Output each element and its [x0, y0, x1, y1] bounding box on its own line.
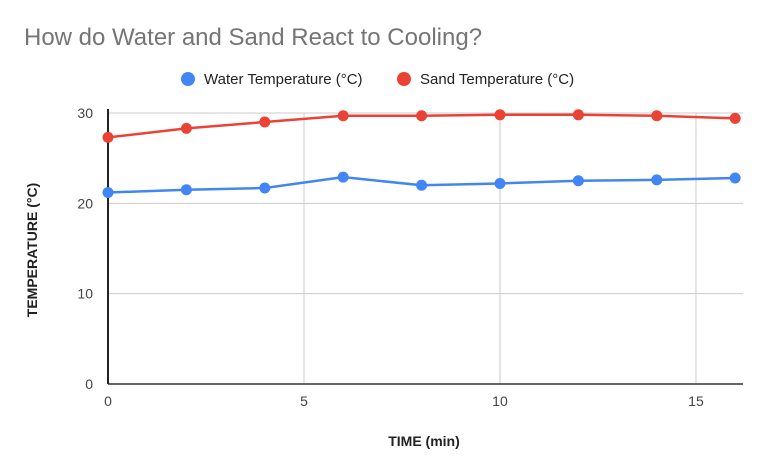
data-point-1-4[interactable]: [416, 110, 428, 122]
axes: [107, 109, 743, 385]
data-point-0-6[interactable]: [572, 175, 584, 187]
x-tick-label: 5: [300, 393, 308, 409]
y-tick-label: 20: [77, 195, 93, 211]
x-tick-label: 0: [104, 393, 112, 409]
data-point-0-3[interactable]: [337, 171, 349, 183]
chart-title: How do Water and Sand React to Cooling?: [24, 24, 483, 51]
data-point-0-0[interactable]: [102, 186, 114, 198]
legend-label-sand: Sand Temperature (°C): [420, 70, 575, 88]
data-point-1-8[interactable]: [729, 112, 741, 124]
data-point-1-0[interactable]: [102, 131, 114, 143]
data-point-1-7[interactable]: [651, 110, 663, 122]
data-point-0-4[interactable]: [416, 179, 428, 191]
grid-lines: [108, 112, 743, 384]
data-point-1-2[interactable]: [259, 116, 271, 128]
data-point-0-5[interactable]: [494, 177, 506, 189]
data-point-0-7[interactable]: [651, 174, 663, 186]
legend-marker-water: [181, 72, 195, 86]
x-tick-label: 10: [492, 393, 508, 409]
tick-labels: 0 10 20 30 0 5 10 15: [77, 105, 704, 409]
y-tick-label: 10: [77, 286, 93, 302]
legend-marker-sand: [397, 72, 411, 86]
data-point-0-8[interactable]: [729, 172, 741, 184]
chart-legend: Water Temperature (°C) Sand Temperature …: [0, 66, 768, 92]
data-point-1-6[interactable]: [572, 109, 584, 121]
data-point-1-1[interactable]: [180, 122, 192, 134]
legend-item-sand[interactable]: Sand Temperature (°C): [397, 66, 574, 92]
legend-item-water[interactable]: Water Temperature (°C): [181, 66, 363, 92]
data-point-1-5[interactable]: [494, 109, 506, 121]
y-axis-label: TEMPERATURE (°C): [24, 183, 40, 317]
x-tick-label: 15: [688, 393, 704, 409]
data-point-1-3[interactable]: [337, 110, 349, 122]
series-layer: [102, 109, 741, 198]
data-point-0-2[interactable]: [259, 182, 271, 194]
legend-label-water: Water Temperature (°C): [204, 70, 363, 88]
data-point-0-1[interactable]: [180, 184, 192, 196]
y-tick-label: 30: [77, 105, 93, 121]
x-axis-label: TIME (min): [388, 433, 460, 449]
y-tick-label: 0: [85, 376, 93, 392]
